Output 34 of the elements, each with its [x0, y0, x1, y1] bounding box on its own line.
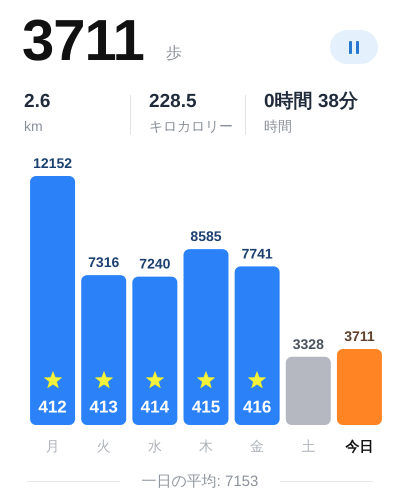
bar: [30, 176, 76, 425]
x-tick-label: 水: [148, 438, 162, 454]
annotation: 412: [38, 398, 67, 416]
text: km: [24, 117, 44, 136]
text: 2.6: [24, 90, 50, 114]
x-tick-label: 土: [301, 438, 316, 454]
text: キロカロリー: [149, 117, 233, 136]
chart-title: 3711 歩: [22, 8, 182, 73]
x-tick-label: 火: [96, 438, 111, 454]
annotation: 413: [90, 398, 118, 416]
data-label: 8585: [190, 228, 222, 244]
bar: [81, 275, 126, 425]
text: 時間: [264, 117, 293, 136]
bar: [132, 276, 178, 425]
bar: [234, 266, 280, 425]
data-label: 12152: [33, 155, 72, 171]
x-tick-label: 木: [199, 438, 213, 454]
text: 228.5: [149, 90, 198, 114]
data-label: 7240: [139, 256, 171, 272]
x-tick-label: 金: [250, 438, 264, 454]
annotation: 414: [140, 398, 170, 416]
bar: [336, 348, 382, 425]
text: 一日の平均: 7153: [142, 472, 258, 490]
data-label: 3711: [344, 328, 375, 344]
x-tick-label: 今日: [344, 438, 374, 454]
data-label: 7316: [88, 254, 120, 270]
x-tick-label: 月: [46, 438, 60, 454]
bar: [286, 356, 331, 425]
annotation: 415: [192, 398, 220, 416]
data-label: 3328: [292, 336, 324, 352]
bar: [184, 249, 228, 425]
data-label: 7741: [242, 245, 273, 262]
text: 0時間 38分: [264, 90, 358, 114]
annotation: 416: [242, 398, 272, 416]
